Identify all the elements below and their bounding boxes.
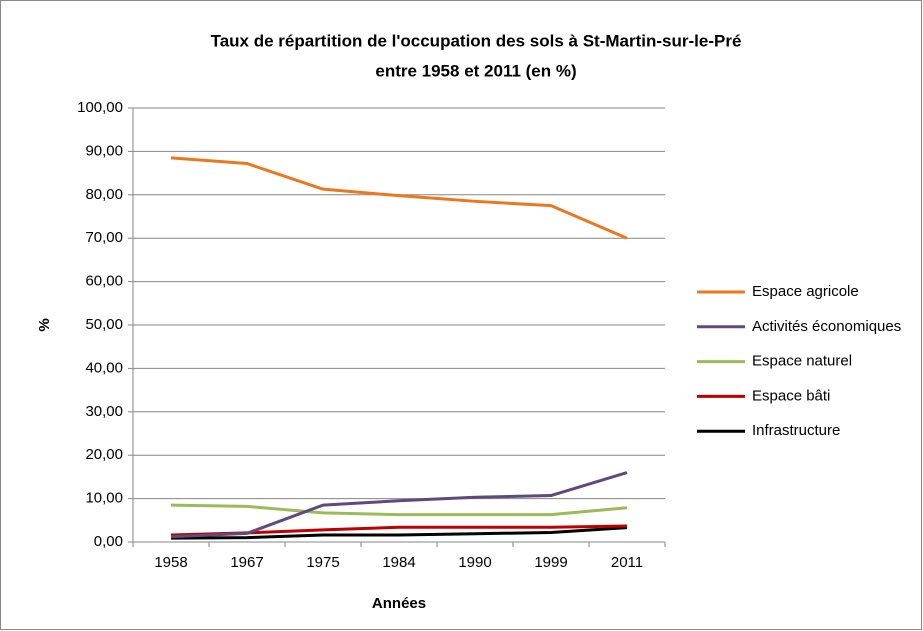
y-tick-label: 100,00 bbox=[77, 99, 123, 116]
legend-label: Espace naturel bbox=[752, 353, 852, 370]
chart-title: entre 1958 et 2011 (en %) bbox=[375, 61, 576, 80]
series-line bbox=[170, 156, 628, 240]
x-tick-label: 1958 bbox=[154, 554, 187, 571]
y-tick-label: 10,00 bbox=[85, 490, 123, 507]
y-tick-label: 90,00 bbox=[85, 142, 123, 159]
y-tick-label: 20,00 bbox=[85, 446, 123, 463]
y-tick-label: 50,00 bbox=[85, 316, 123, 333]
series-line bbox=[170, 503, 628, 517]
series-line bbox=[170, 471, 628, 539]
x-axis-title: Années bbox=[372, 595, 426, 612]
series-line bbox=[170, 526, 628, 540]
y-tick-label: 30,00 bbox=[85, 403, 123, 420]
x-tick-label: 2011 bbox=[611, 554, 643, 571]
legend-label: Activités économiques bbox=[752, 318, 901, 335]
x-tick-label: 1975 bbox=[306, 554, 339, 571]
y-tick-label: 40,00 bbox=[85, 359, 123, 376]
x-tick-label: 1990 bbox=[458, 554, 491, 571]
x-tick-label: 1967 bbox=[230, 554, 263, 571]
y-tick-label: 0,00 bbox=[94, 533, 123, 550]
x-tick-label: 1999 bbox=[534, 554, 567, 571]
y-tick-label: 80,00 bbox=[85, 186, 123, 203]
x-tick-label: 1984 bbox=[382, 554, 415, 571]
chart-title: Taux de répartition de l'occupation des … bbox=[211, 31, 742, 50]
legend-label: Espace agricole bbox=[752, 283, 859, 300]
legend-label: Infrastructure bbox=[752, 422, 840, 439]
y-tick-label: 70,00 bbox=[85, 229, 123, 246]
legend-label: Espace bâti bbox=[752, 387, 830, 404]
y-tick-label: 60,00 bbox=[85, 273, 123, 290]
y-axis-title: % bbox=[36, 318, 53, 331]
